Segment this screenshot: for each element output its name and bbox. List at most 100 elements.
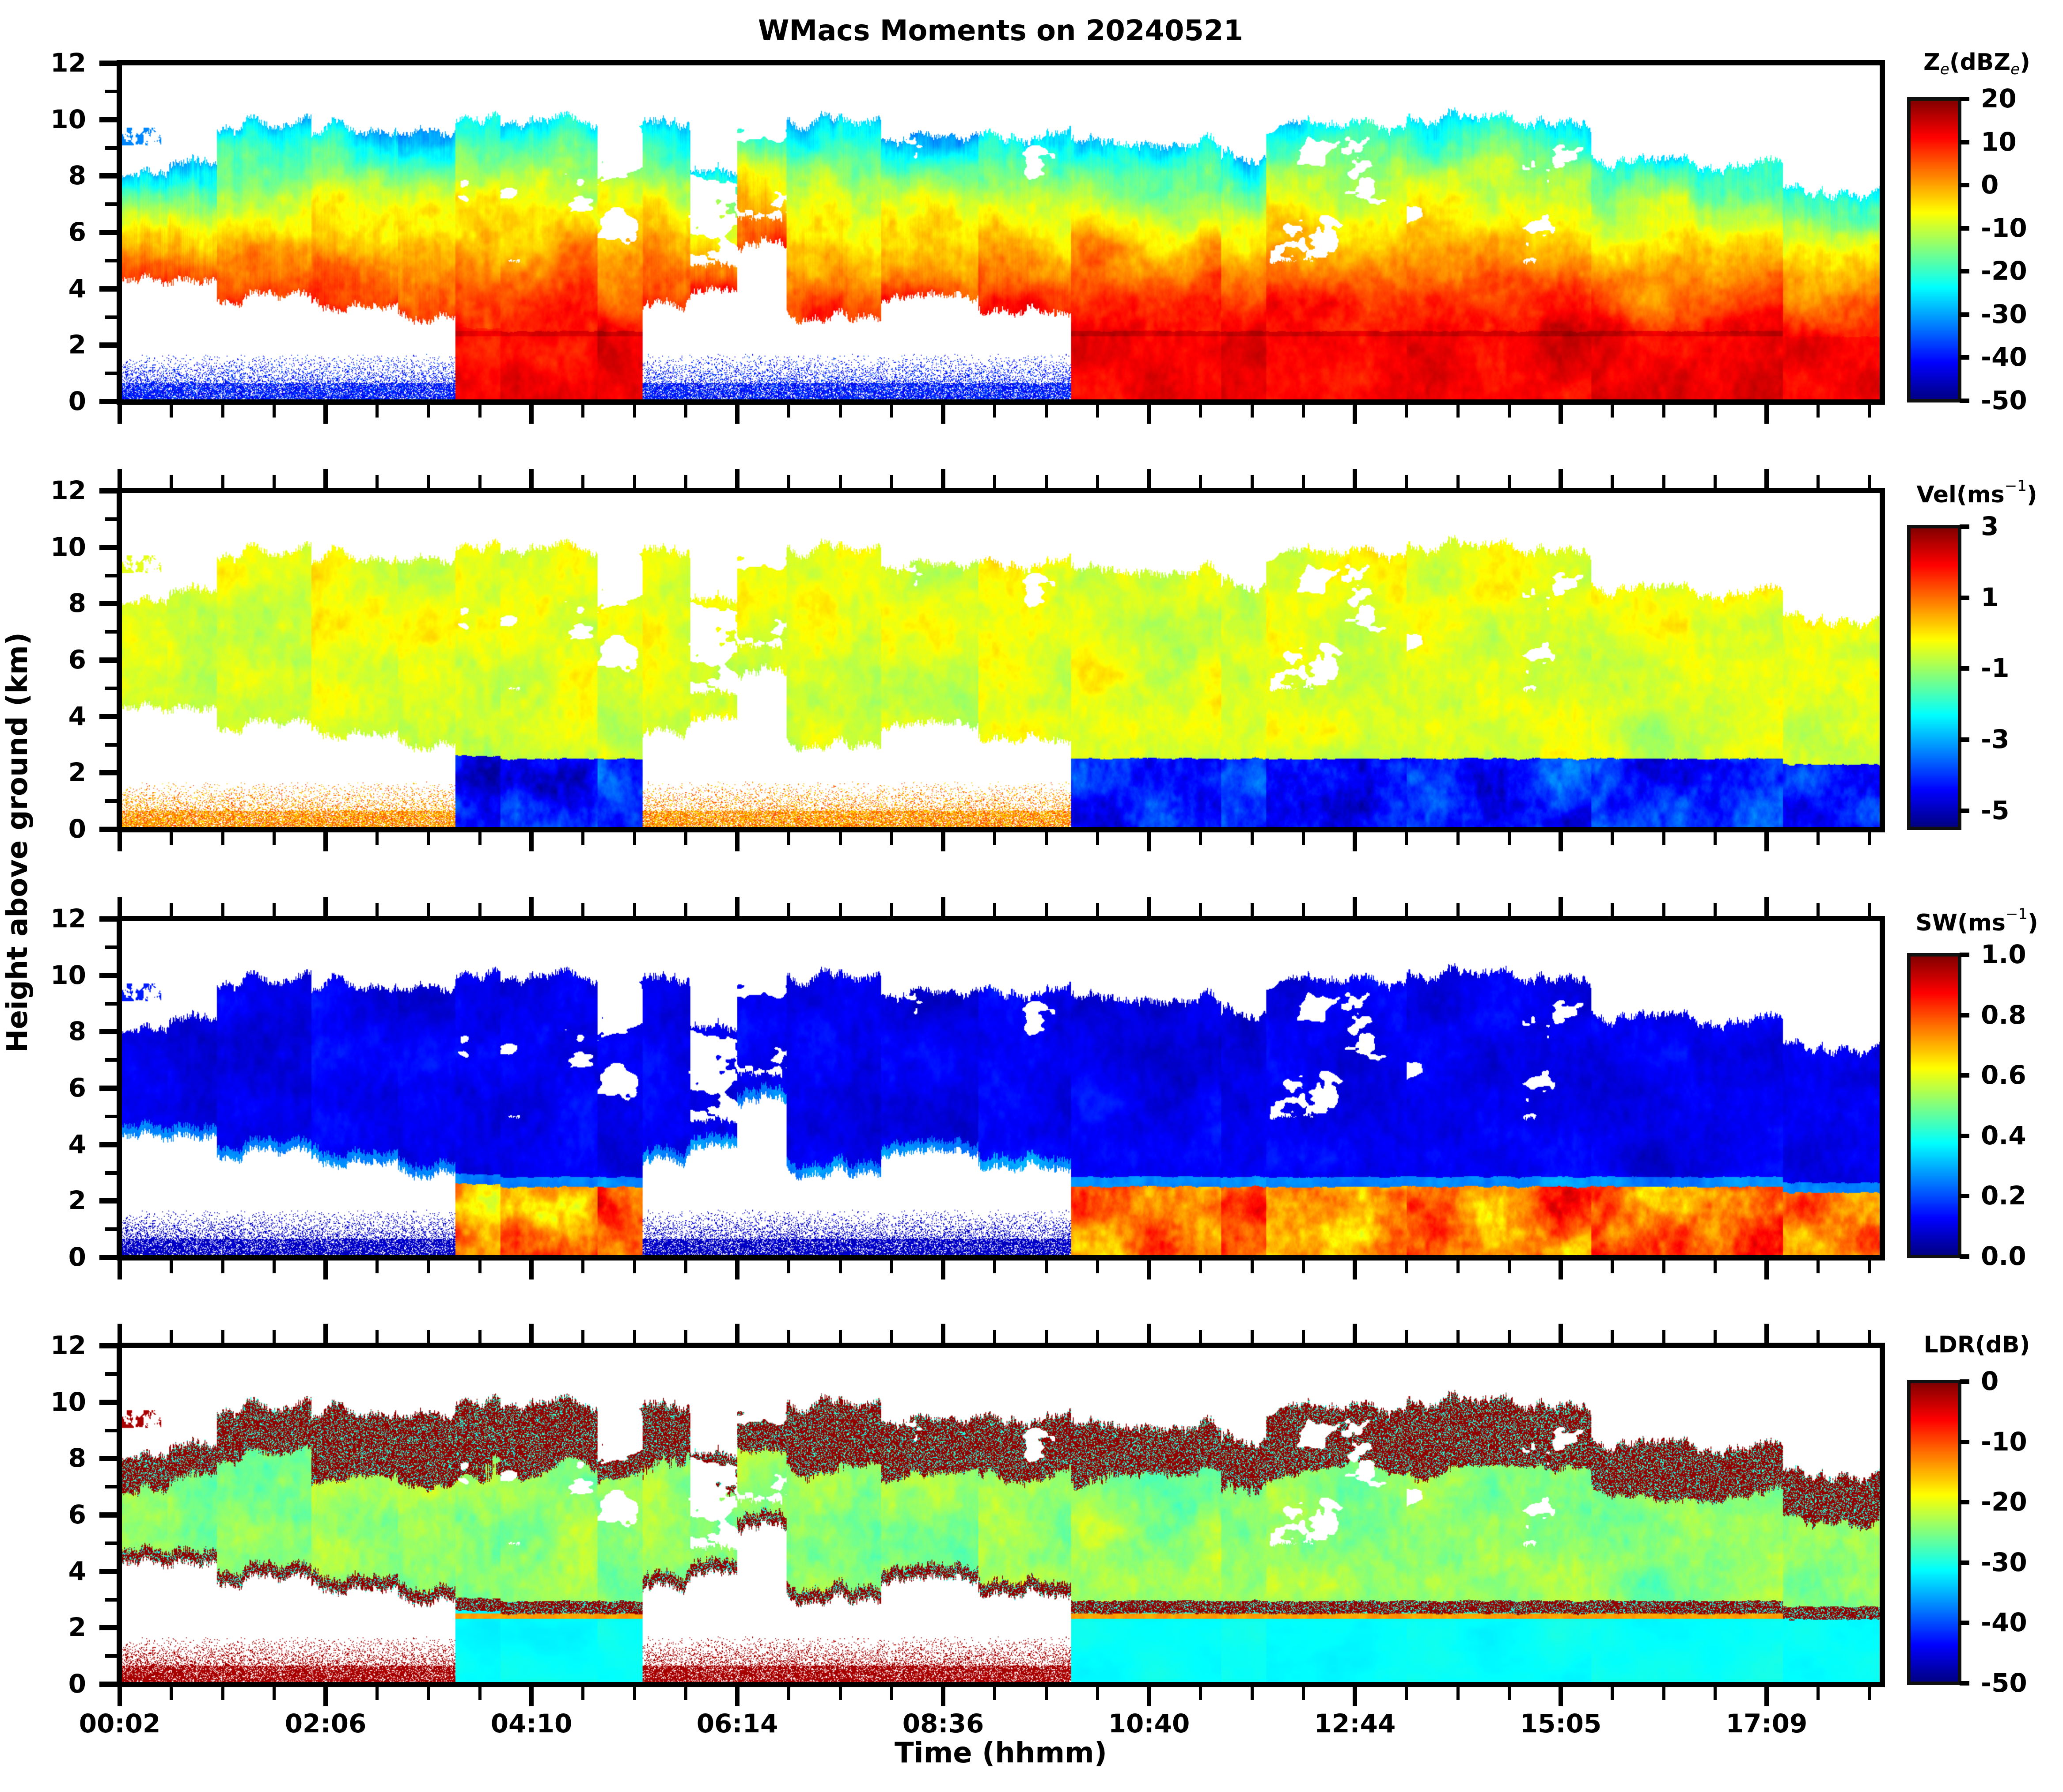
- x-top-minor-tick: [1714, 1330, 1717, 1344]
- x-major-tick: [118, 1259, 122, 1279]
- colorbar-tick-label: -40: [1981, 1607, 2027, 1638]
- x-top-minor-tick: [1868, 1330, 1871, 1344]
- x-top-minor-tick: [273, 903, 276, 917]
- x-minor-tick: [221, 403, 224, 418]
- x-major-tick: [529, 1259, 534, 1279]
- colorbar-frame: [1907, 1380, 1961, 1685]
- colorbar-tick-label: 0: [1981, 170, 1999, 200]
- x-top-minor-tick: [273, 1330, 276, 1344]
- x-major-tick: [323, 831, 328, 851]
- x-top-minor-tick: [633, 475, 636, 489]
- colorbar-tick: [1960, 1133, 1969, 1138]
- y-major-tick: [99, 827, 120, 832]
- x-top-minor-tick: [684, 903, 687, 917]
- y-minor-tick: [105, 1598, 120, 1602]
- x-top-minor-tick: [478, 903, 482, 917]
- x-minor-tick: [1405, 831, 1408, 845]
- y-major-tick: [99, 916, 120, 922]
- y-minor-tick: [105, 1654, 120, 1658]
- colorbar-gradient: [1909, 955, 1960, 1257]
- x-top-minor-tick: [221, 1330, 224, 1344]
- x-top-minor-tick: [1662, 1330, 1665, 1344]
- y-minor-tick: [105, 945, 120, 949]
- y-major-tick: [99, 1343, 120, 1348]
- x-major-tick: [1353, 831, 1358, 851]
- x-minor-tick: [221, 1686, 224, 1700]
- x-top-major-tick: [1353, 469, 1358, 489]
- x-top-minor-tick: [1302, 903, 1305, 917]
- x-major-tick: [1559, 1259, 1563, 1279]
- x-minor-tick: [1508, 1686, 1511, 1700]
- x-tick-label: 17:09: [1725, 1708, 1808, 1739]
- y-major-tick: [99, 117, 120, 122]
- x-tick-label: 04:10: [490, 1708, 573, 1739]
- x-top-minor-tick: [684, 475, 687, 489]
- y-tick-label: 8: [68, 588, 86, 619]
- x-top-minor-tick: [1250, 475, 1254, 489]
- x-major-tick: [1559, 1686, 1563, 1706]
- x-top-minor-tick: [993, 1330, 997, 1344]
- colorbar-title: LDR(dB): [1895, 1333, 2059, 1356]
- x-top-minor-tick: [170, 1330, 173, 1344]
- x-minor-tick: [1405, 403, 1408, 418]
- colorbar-title-part: e: [2010, 61, 2020, 78]
- colorbar-tick: [1960, 1500, 1969, 1505]
- x-top-minor-tick: [1817, 475, 1820, 489]
- x-minor-tick: [838, 831, 842, 845]
- colorbar-tick-label: -10: [1981, 213, 2027, 243]
- colorbar-gradient: [1909, 1382, 1960, 1683]
- x-top-major-tick: [118, 1324, 122, 1344]
- x-top-minor-tick: [1662, 903, 1665, 917]
- x-minor-tick: [684, 403, 687, 418]
- x-minor-tick: [1868, 403, 1871, 418]
- x-minor-tick: [1044, 1259, 1048, 1273]
- y-tick-label: 4: [68, 701, 86, 731]
- colorbar-sw: [1907, 953, 1961, 1258]
- y-minor-tick: [105, 1114, 120, 1118]
- x-tick-label: 06:14: [696, 1708, 778, 1739]
- x-top-major-tick: [529, 469, 534, 489]
- x-minor-tick: [890, 831, 894, 845]
- x-major-tick: [1764, 403, 1769, 424]
- figure-title: WMacs Moments on 20240521: [758, 15, 1244, 47]
- x-tick-label: 15:05: [1520, 1708, 1602, 1739]
- x-minor-tick: [890, 1686, 894, 1700]
- x-minor-tick: [1302, 1686, 1305, 1700]
- y-minor-tick: [105, 630, 120, 634]
- y-major-tick: [99, 61, 120, 66]
- x-top-major-tick: [941, 469, 946, 489]
- x-minor-tick: [375, 403, 379, 418]
- x-top-minor-tick: [1611, 903, 1614, 917]
- x-minor-tick: [1611, 403, 1614, 418]
- x-minor-tick: [1611, 1259, 1614, 1273]
- x-minor-tick: [1508, 403, 1511, 418]
- colorbar-tick: [1960, 97, 1969, 101]
- x-minor-tick: [787, 831, 790, 845]
- y-major-tick: [99, 342, 120, 348]
- y-major-tick: [99, 1682, 120, 1687]
- x-minor-tick: [427, 831, 430, 845]
- x-top-minor-tick: [1611, 475, 1614, 489]
- colorbar-tick: [1960, 1560, 1969, 1565]
- x-top-minor-tick: [1817, 903, 1820, 917]
- x-top-minor-tick: [838, 475, 842, 489]
- y-major-tick: [99, 1029, 120, 1035]
- x-top-minor-tick: [427, 475, 430, 489]
- colorbar-title-part: ): [2026, 482, 2037, 508]
- colorbar-tick-label: 20: [1981, 84, 2017, 114]
- y-major-tick: [99, 488, 120, 494]
- colorbar-tick: [1960, 355, 1969, 360]
- x-minor-tick: [375, 1259, 379, 1273]
- colorbar-tick-label: 0.4: [1981, 1120, 2026, 1150]
- x-tick-label: 10:40: [1108, 1708, 1190, 1739]
- colorbar-tick-label: -3: [1981, 724, 2010, 755]
- x-major-tick: [1764, 831, 1769, 851]
- y-major-tick: [99, 544, 120, 550]
- colorbar-title-part: SW(ms: [1915, 910, 2006, 936]
- colorbar-tick: [1960, 1073, 1969, 1078]
- x-top-major-tick: [118, 897, 122, 917]
- x-top-minor-tick: [1302, 475, 1305, 489]
- y-major-tick: [99, 770, 120, 776]
- x-minor-tick: [1662, 1686, 1665, 1700]
- x-major-tick: [735, 1686, 739, 1706]
